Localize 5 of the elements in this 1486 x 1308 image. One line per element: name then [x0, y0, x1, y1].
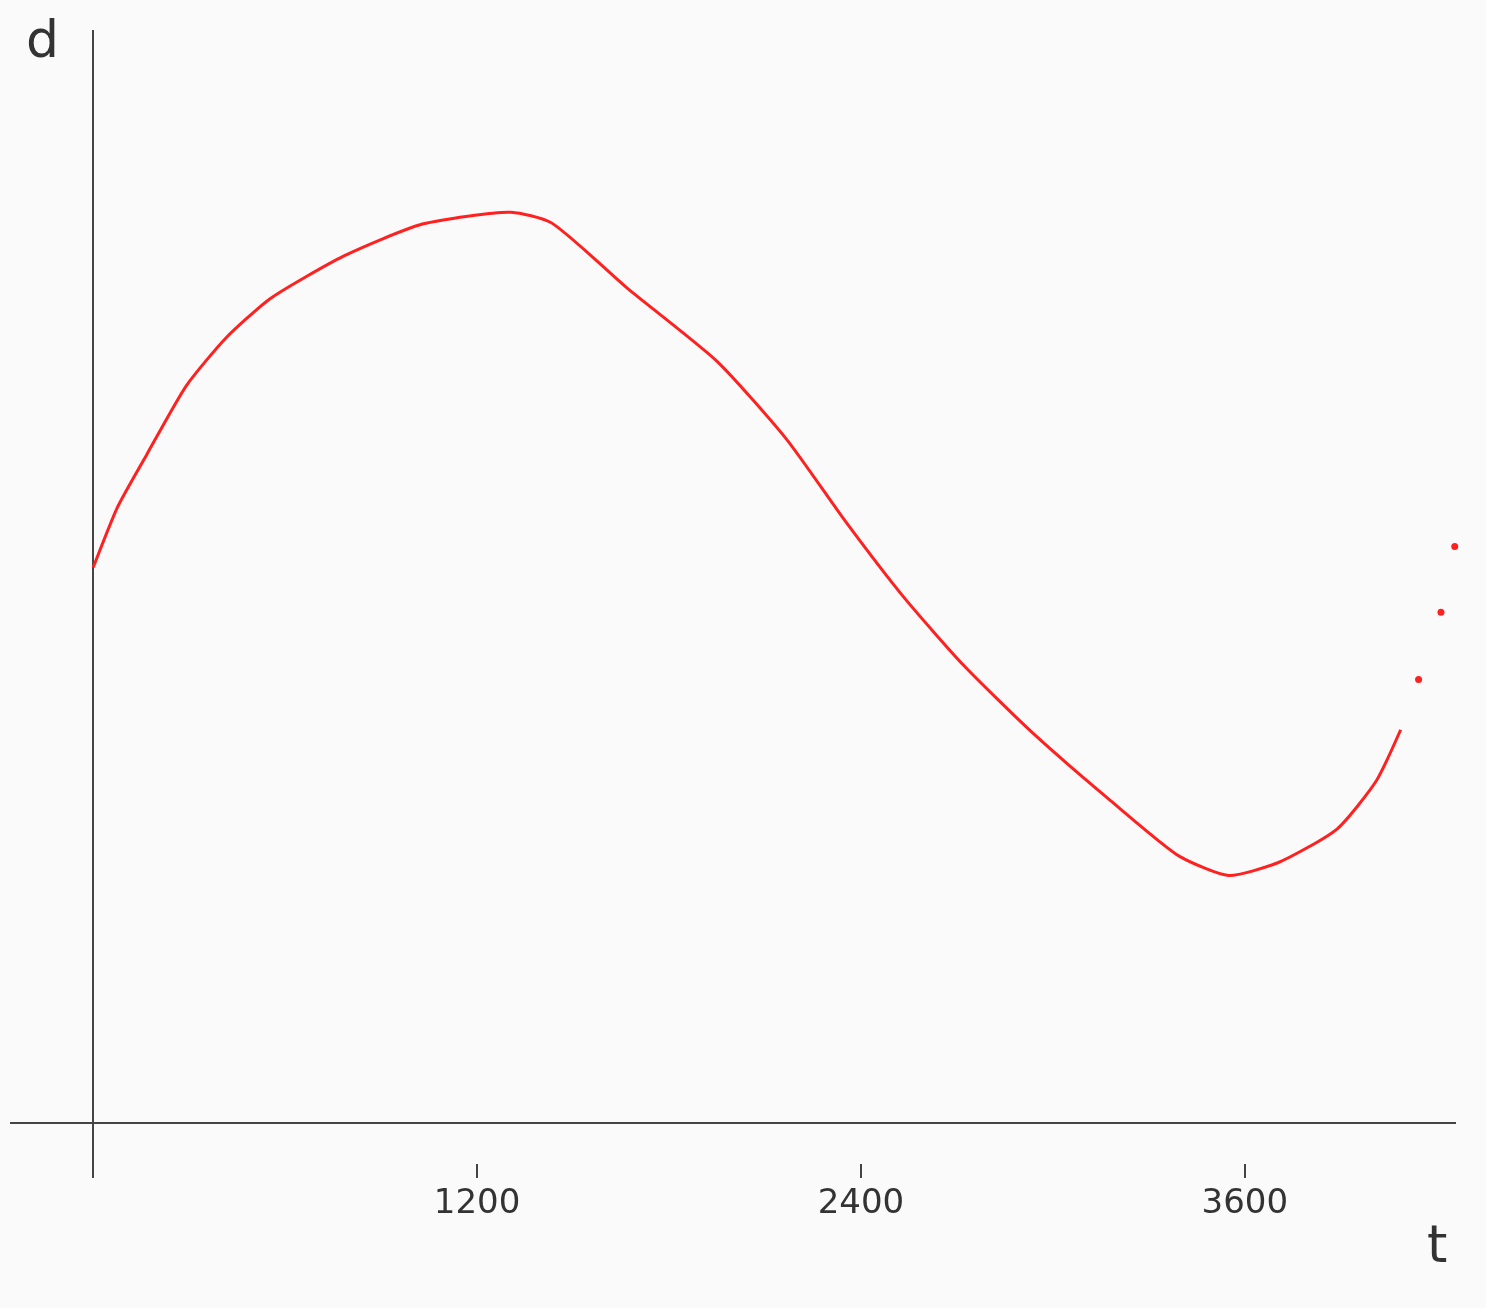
- y-axis-title: d: [26, 9, 60, 69]
- x-tick-label: 2400: [817, 1181, 905, 1221]
- x-tick-label: 1200: [433, 1181, 521, 1221]
- x-tick-label: 3600: [1201, 1181, 1289, 1221]
- x-axis-title: t: [1427, 1214, 1448, 1274]
